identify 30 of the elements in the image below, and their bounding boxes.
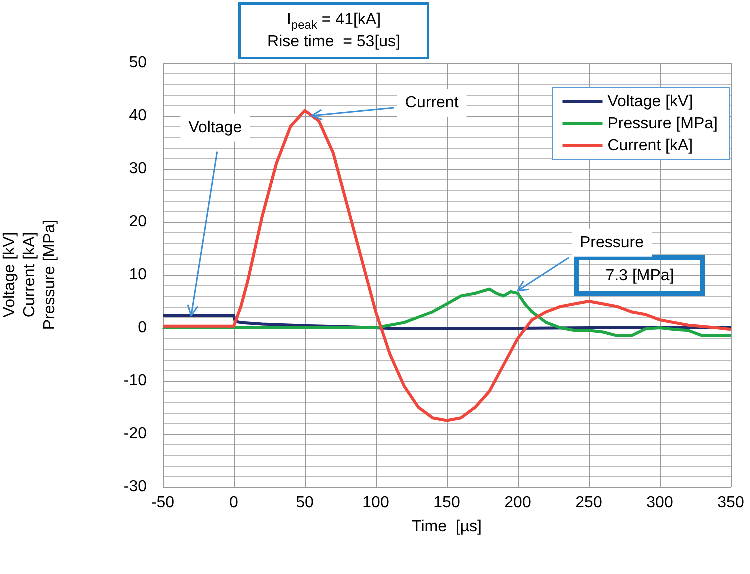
legend-label: Current [kA] <box>608 138 694 154</box>
y-tick-label: 30 <box>129 160 148 178</box>
y-tick-label: 10 <box>129 266 148 284</box>
y-tick-label: 0 <box>138 320 148 336</box>
x-tick-label: 0 <box>230 494 239 512</box>
annotation: 7.3 [MPa] <box>606 268 674 284</box>
x-tick-label: 50 <box>296 494 314 512</box>
x-tick-label: 250 <box>576 494 602 512</box>
x-tick-label: 200 <box>504 494 532 512</box>
line-series <box>162 288 732 338</box>
y-tick-label: 50 <box>129 54 148 72</box>
x-tick-label: 150 <box>434 494 460 512</box>
x-tick-label: 300 <box>646 494 674 512</box>
y-tick-label: -10 <box>124 372 148 390</box>
x-tick-label: 100 <box>362 494 390 512</box>
line-series <box>162 109 732 422</box>
legend-label: Voltage [kV] <box>608 94 694 110</box>
x-tick-label: 350 <box>718 494 744 512</box>
annotation: Pressure <box>580 234 644 252</box>
text: Rise time = 53[us] <box>268 34 400 50</box>
x-axis-title: Time [µs] <box>412 518 482 536</box>
x-tick-label: -50 <box>151 494 175 512</box>
annotation: Current <box>405 94 460 112</box>
y-tick-label: -20 <box>124 426 148 442</box>
y-axis-title: Voltage [kV] Current [kA] Pressure [MPa] <box>2 220 58 330</box>
annotation: Voltage <box>188 119 242 136</box>
y-tick-label: 40 <box>129 108 148 124</box>
y-tick-label: 20 <box>129 214 148 230</box>
y-tick-label: -30 <box>124 478 148 496</box>
legend-label: Pressure [MPa] <box>608 116 718 132</box>
